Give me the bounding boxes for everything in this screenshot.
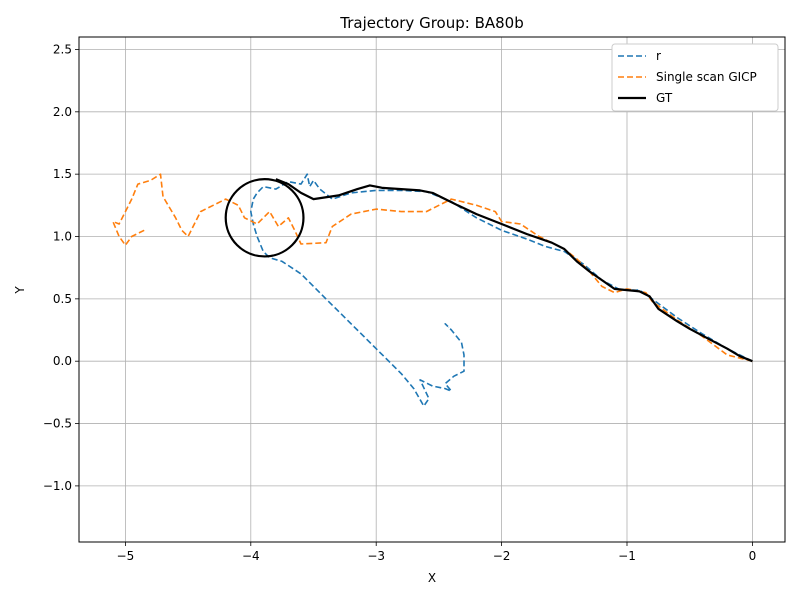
legend-label: Single scan GICP bbox=[656, 70, 757, 84]
y-axis-label: Y bbox=[13, 286, 27, 295]
plot-area bbox=[79, 37, 785, 542]
grid-lines bbox=[79, 37, 785, 542]
x-tick-label: 0 bbox=[749, 549, 757, 563]
series-line-r bbox=[250, 173, 753, 407]
legend: r Single scan GICP GT bbox=[611, 43, 779, 112]
y-tick-label: 2.5 bbox=[53, 42, 72, 56]
legend-box bbox=[611, 43, 779, 112]
legend-label: r bbox=[656, 49, 661, 63]
y-tick-label: 1.0 bbox=[53, 230, 72, 244]
axis-ticks: −5 −4 −3 −2 −1 0 −1.0 −0.5 0.0 0.5 1.0 1.5 2.0 2.5 bbox=[43, 42, 756, 563]
series-line-gt bbox=[275, 178, 753, 363]
x-tick-label: −1 bbox=[618, 549, 636, 563]
x-axis-label: X bbox=[428, 571, 436, 585]
plot-frame bbox=[78, 36, 786, 543]
y-tick-label: −0.5 bbox=[43, 417, 72, 431]
y-tick-label: 0.0 bbox=[53, 354, 72, 368]
legend-label: GT bbox=[656, 91, 673, 105]
x-tick-label: −3 bbox=[367, 549, 385, 563]
chart-title: Trajectory Group: BA80b bbox=[339, 14, 523, 32]
x-tick-label: −4 bbox=[242, 549, 260, 563]
series-line-single-scan-gicp bbox=[112, 173, 753, 362]
x-tick-label: −2 bbox=[493, 549, 511, 563]
gt-loop bbox=[224, 178, 305, 258]
y-tick-label: −1.0 bbox=[43, 479, 72, 493]
series-layer bbox=[112, 173, 753, 407]
x-tick-label: −5 bbox=[117, 549, 135, 563]
y-tick-label: 2.0 bbox=[53, 105, 72, 119]
y-tick-label: 0.5 bbox=[53, 292, 72, 306]
y-tick-label: 1.5 bbox=[53, 167, 72, 181]
